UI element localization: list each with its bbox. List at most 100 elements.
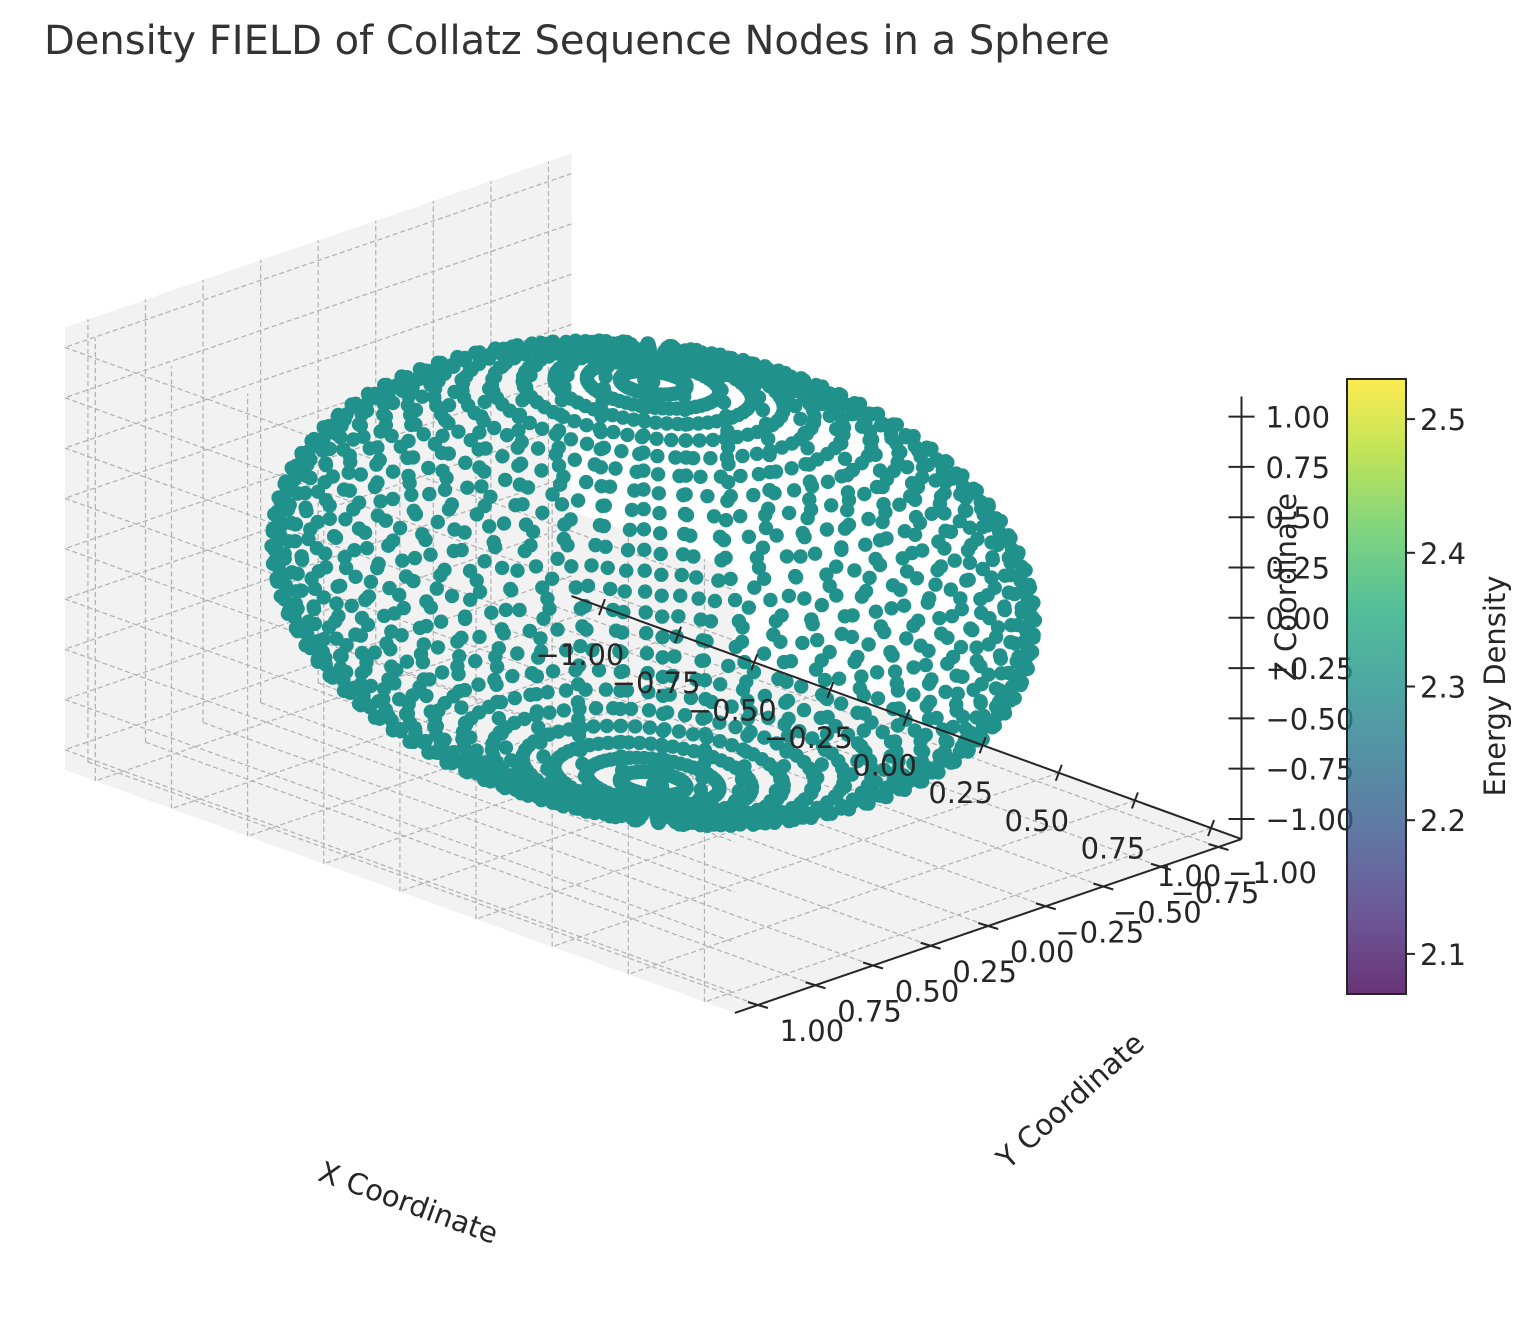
grid-line-left-z	[64, 173, 572, 348]
scatter-point	[463, 433, 478, 448]
scatter-point	[571, 728, 587, 743]
scatter-point	[422, 486, 437, 502]
scatter-point	[834, 542, 849, 557]
scatter-point	[271, 490, 286, 505]
scatter-point	[833, 696, 849, 711]
scatter-point	[529, 687, 544, 702]
scatter-point	[600, 560, 615, 575]
scatter-point	[554, 497, 570, 512]
scatter-point	[348, 569, 363, 584]
scatter-point	[655, 767, 670, 782]
scatter-point	[505, 668, 520, 684]
scatter-point	[1013, 573, 1028, 589]
scatter-point	[829, 588, 844, 603]
scatter-point	[884, 601, 899, 616]
scatter-point	[353, 418, 368, 433]
grid-line-floor-y	[260, 702, 931, 947]
scatter-point	[749, 550, 765, 565]
scatter-point	[1004, 618, 1019, 633]
scatter-point	[795, 525, 810, 541]
x-axis-tick-label: −0.50	[688, 693, 777, 727]
scatter-point	[318, 546, 333, 561]
scatter-point	[686, 451, 701, 466]
x-axis-tick-label: −1.00	[536, 638, 625, 672]
scatter-point	[446, 543, 461, 559]
scatter-point	[457, 525, 472, 540]
scatter-point	[831, 671, 847, 686]
scatter-point	[457, 756, 472, 771]
scatter-point	[847, 794, 862, 809]
scatter-point	[322, 511, 337, 526]
scatter-point	[931, 534, 946, 549]
scatter-point	[1007, 586, 1022, 602]
scatter-point	[879, 472, 895, 487]
scatter-point	[384, 428, 399, 444]
scatter-point	[712, 734, 727, 749]
scatter-point	[362, 441, 377, 456]
scatter-point	[290, 486, 305, 501]
scatter-point	[868, 604, 884, 619]
colorbar-tick-label: 2.1	[1420, 938, 1466, 972]
y-axis-tick-mark	[920, 941, 941, 950]
scatter-point	[584, 558, 599, 573]
scatter-point	[482, 519, 497, 534]
x-axis-tick-mark	[750, 654, 759, 671]
grid-line-left-z	[64, 273, 572, 449]
scatter-point	[747, 580, 762, 595]
scatter-point	[385, 464, 401, 479]
scatter-point	[707, 593, 723, 609]
scatter-point	[792, 724, 807, 739]
scatter-point	[655, 669, 671, 685]
scatter-point	[817, 742, 833, 758]
scatter-point	[507, 690, 522, 706]
scatter-point	[878, 505, 893, 520]
scatter-point	[522, 623, 537, 639]
scatter-point	[278, 474, 293, 489]
scatter-point	[636, 501, 651, 517]
scatter-point	[643, 736, 658, 751]
scatter-point	[938, 475, 953, 490]
scatter-point	[531, 650, 546, 665]
scatter-point	[307, 581, 323, 596]
scatter-point	[719, 450, 735, 465]
scatter-point	[372, 452, 387, 468]
y-axis-tick-mark	[1208, 843, 1229, 851]
scatter-point	[558, 683, 574, 698]
scatter-point	[338, 664, 354, 680]
scatter-point	[692, 433, 707, 448]
scatter-point	[606, 424, 621, 440]
scatter-point	[677, 708, 693, 723]
scatter-point	[767, 486, 782, 501]
scatter-point	[757, 730, 772, 745]
scatter-point	[444, 588, 460, 604]
scatter-point	[739, 674, 754, 689]
scatter-point	[718, 513, 734, 528]
scatter-point	[556, 469, 571, 484]
x-axis-tick-mark	[978, 736, 987, 754]
scatter-point	[949, 466, 964, 481]
scatter-point	[943, 524, 959, 539]
scatter-point	[326, 666, 342, 682]
scatter-point	[869, 479, 885, 495]
scatter-point	[416, 427, 431, 442]
scatter-point	[929, 452, 944, 467]
scatter-point	[602, 479, 618, 494]
scatter-point	[746, 664, 762, 680]
scatter-point	[810, 452, 825, 467]
scatter-point	[452, 684, 467, 699]
scatter-point	[740, 693, 755, 708]
scatter-point	[807, 546, 823, 561]
scatter-point	[727, 592, 743, 608]
scatter-point	[423, 600, 438, 615]
scatter-point	[945, 649, 961, 665]
scatter-point	[483, 489, 498, 504]
scatter-point	[641, 684, 656, 700]
scatter-point	[654, 567, 669, 582]
scatter-point	[429, 581, 444, 596]
scatter-point	[573, 743, 588, 758]
scatter-point	[1020, 641, 1035, 656]
scatter-point	[887, 664, 903, 679]
scatter-point	[858, 537, 873, 552]
y-axis-tick-label: −1.00	[1228, 856, 1317, 890]
